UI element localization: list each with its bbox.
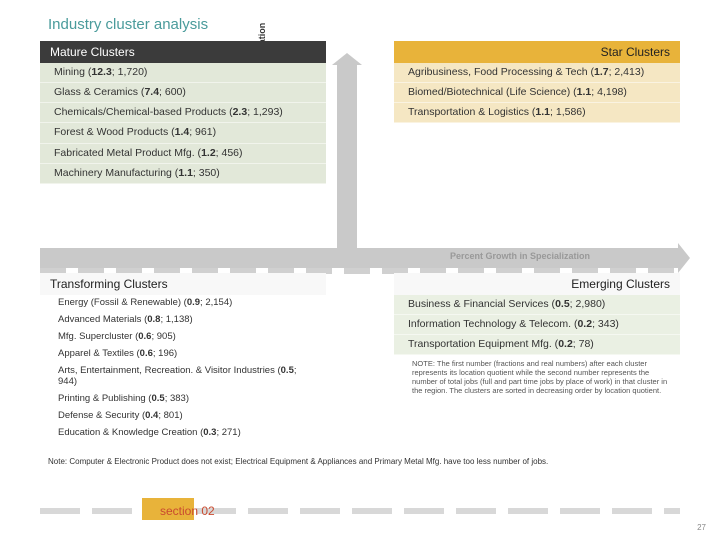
star-items: Agribusiness, Food Processing & Tech (1.…: [394, 63, 680, 123]
footer-note: Note: Computer & Electronic Product does…: [0, 451, 720, 466]
section-label: section 02: [160, 504, 215, 518]
cluster-item: Mfg. Supercluster (0.6; 905): [40, 329, 326, 346]
cluster-item: Printing & Publishing (0.5; 383): [40, 391, 326, 408]
section-bar: [40, 502, 680, 516]
transforming-items: Energy (Fossil & Renewable) (0.9; 2,154)…: [40, 295, 326, 442]
cluster-item: Business & Financial Services (0.5; 2,98…: [394, 295, 680, 315]
y-axis-arrow: [337, 63, 357, 259]
quadrant-mature: Mature Clusters Mining (12.3; 1,720)Glas…: [40, 41, 326, 184]
cluster-item: Apparel & Textiles (0.6; 196): [40, 346, 326, 363]
cluster-item: Energy (Fossil & Renewable) (0.9; 2,154): [40, 295, 326, 312]
x-axis-label: Percent Growth in Specialization: [450, 251, 590, 261]
quadrant-transforming: Transforming Clusters Energy (Fossil & R…: [40, 273, 326, 442]
quadrant-emerging: Emerging Clusters Business & Financial S…: [394, 273, 680, 397]
cluster-item: Chemicals/Chemical-based Products (2.3; …: [40, 103, 326, 123]
quadrant-star: Star Clusters Agribusiness, Food Process…: [394, 41, 680, 123]
cluster-item: Mining (12.3; 1,720): [40, 63, 326, 83]
cluster-item: Information Technology & Telecom. (0.2; …: [394, 315, 680, 335]
cluster-item: Transportation Equipment Mfg. (0.2; 78): [394, 335, 680, 355]
emerging-items: Business & Financial Services (0.5; 2,98…: [394, 295, 680, 355]
mature-items: Mining (12.3; 1,720)Glass & Ceramics (7.…: [40, 63, 326, 184]
cluster-item: Agribusiness, Food Processing & Tech (1.…: [394, 63, 680, 83]
cluster-item: Forest & Wood Products (1.4; 961): [40, 123, 326, 143]
cluster-item: Machinery Manufacturing (1.1; 350): [40, 164, 326, 184]
emerging-header: Emerging Clusters: [394, 273, 680, 295]
cluster-item: Glass & Ceramics (7.4; 600): [40, 83, 326, 103]
transforming-header: Transforming Clusters: [40, 273, 326, 295]
cluster-item: Education & Knowledge Creation (0.3; 271…: [40, 425, 326, 442]
section-segments: [40, 508, 680, 514]
emerging-note: NOTE: The first number (fractions and re…: [394, 355, 680, 397]
cluster-item: Advanced Materials (0.8; 1,138): [40, 312, 326, 329]
cluster-item: Defense & Security (0.4; 801): [40, 408, 326, 425]
cluster-item: Arts, Entertainment, Recreation. & Visit…: [40, 363, 326, 392]
cluster-item: Transportation & Logistics (1.1; 1,586): [394, 103, 680, 123]
page-title: Industry cluster analysis: [0, 0, 720, 41]
page-number: 27: [697, 523, 706, 532]
mature-header: Mature Clusters: [40, 41, 326, 63]
star-header: Star Clusters: [394, 41, 680, 63]
quadrant-chart: Level of Specialization Percent Growth i…: [40, 41, 680, 451]
cluster-item: Biomed/Biotechnical (Life Science) (1.1;…: [394, 83, 680, 103]
cluster-item: Fabricated Metal Product Mfg. (1.2; 456): [40, 144, 326, 164]
